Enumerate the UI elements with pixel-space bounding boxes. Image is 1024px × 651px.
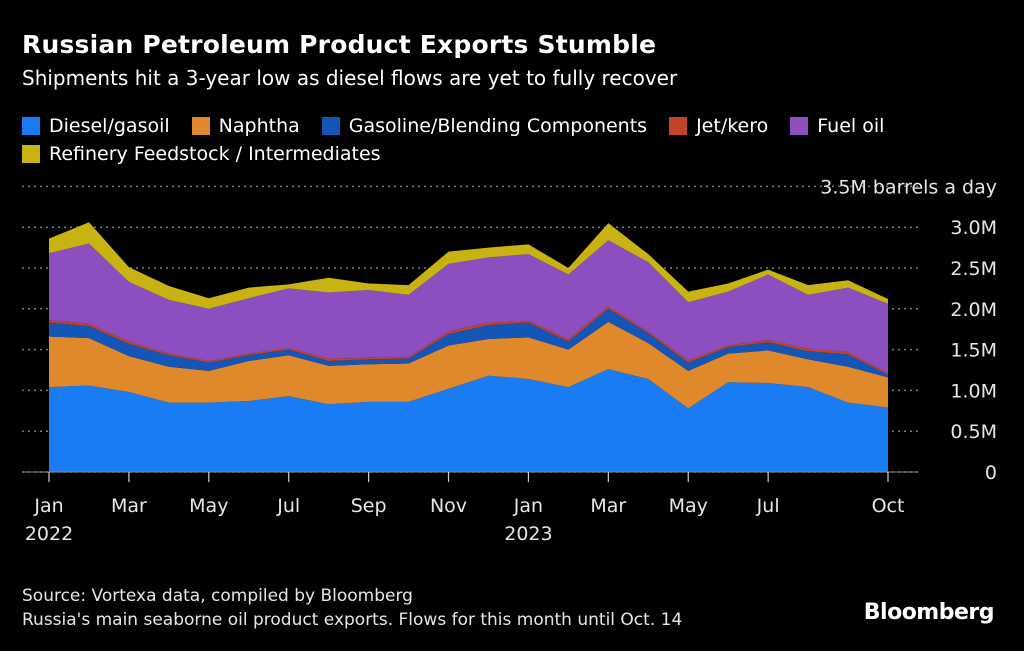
legend-item-naphtha: Naphtha xyxy=(191,115,300,137)
legend-item-gasoline: Gasoline/Blending Components xyxy=(321,115,648,137)
x-tick-label: Jul xyxy=(276,495,300,517)
area-series-fuel-oil xyxy=(49,240,888,374)
legend-item-diesel: Diesel/gasoil xyxy=(22,115,170,137)
legend-item-feedstock: Refinery Feedstock / Intermediates xyxy=(22,143,381,165)
y-tick-label: 1.0M xyxy=(950,380,997,402)
legend-item-fuel-oil: Fuel oil xyxy=(790,115,884,137)
x-tick-label: Jan xyxy=(513,495,543,517)
y-tick-label: 2.0M xyxy=(950,299,997,321)
y-tick-label: 3.0M xyxy=(950,217,997,239)
legend-swatch-jet xyxy=(669,117,688,135)
x-tick-label: May xyxy=(189,495,228,517)
stacked-area-chart: 0 0.5M 1.0M 1.5M 2.0M 2.5M 3.0M 3.5M barrels a … xyxy=(22,176,997,545)
x-tick-label: Mar xyxy=(590,495,626,517)
chart-subtitle: Shipments hit a 3-year low as diesel flo… xyxy=(22,66,678,90)
legend: Diesel/gasoil Naphtha Gasoline/Blending … xyxy=(22,112,1012,168)
legend-swatch-fuel-oil xyxy=(790,117,809,135)
x-tick-year-label: 2023 xyxy=(504,523,552,545)
y-tick-label: 0 xyxy=(985,462,997,484)
area-series-refinery-feedstock-intermediates xyxy=(49,222,888,309)
x-tick-year-label: 2022 xyxy=(25,523,73,545)
chart-source: Source: Vortexa data, compiled by Bloomb… xyxy=(22,584,682,632)
legend-swatch-feedstock xyxy=(22,145,40,163)
legend-swatch-gasoline xyxy=(321,117,340,135)
legend-label-jet: Jet/kero xyxy=(696,115,769,137)
y-tick-label: 1.5M xyxy=(950,340,997,362)
legend-swatch-naphtha xyxy=(191,117,210,135)
legend-swatch-diesel xyxy=(22,117,40,135)
y-tick-label: 2.5M xyxy=(950,258,997,280)
legend-label-diesel: Diesel/gasoil xyxy=(49,115,170,137)
area-series-naphtha xyxy=(49,321,888,409)
area-series-diesel-gasoil xyxy=(49,369,888,472)
x-tick-label: May xyxy=(669,495,708,517)
legend-label-naphtha: Naphtha xyxy=(218,115,300,137)
footnote-text: Russia's main seaborne oil product expor… xyxy=(22,610,683,630)
x-tick-label: Nov xyxy=(430,495,467,517)
x-tick-label: Sep xyxy=(351,495,387,517)
y-tick-label: 0.5M xyxy=(950,421,997,443)
x-tick-label: Mar xyxy=(111,495,147,517)
legend-label-fuel-oil: Fuel oil xyxy=(817,115,885,137)
source-text: Source: Vortexa data, compiled by Bloomb… xyxy=(22,586,413,606)
area-series-gasoline-blending-components xyxy=(49,308,888,378)
legend-row: Diesel/gasoil Naphtha Gasoline/Blending … xyxy=(22,112,1012,140)
legend-item-jet: Jet/kero xyxy=(669,115,768,137)
x-tick-label: Oct xyxy=(872,495,905,517)
legend-label-gasoline: Gasoline/Blending Components xyxy=(348,115,648,137)
legend-row: Refinery Feedstock / Intermediates xyxy=(22,140,1012,168)
y-tick-label: 3.5M barrels a day xyxy=(820,176,997,198)
x-tick-label: Jul xyxy=(756,495,780,517)
x-tick-label: Jan xyxy=(33,495,63,517)
chart-title: Russian Petroleum Product Exports Stumbl… xyxy=(22,30,657,59)
legend-label-feedstock: Refinery Feedstock / Intermediates xyxy=(49,143,381,165)
bloomberg-logo: Bloomberg xyxy=(863,600,995,625)
